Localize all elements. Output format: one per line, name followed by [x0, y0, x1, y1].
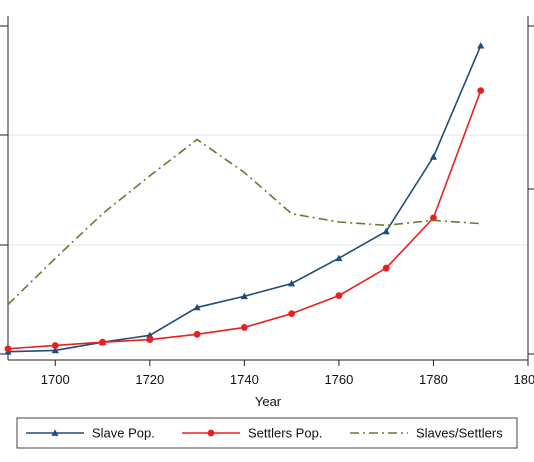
- x-tick-label: 1780: [419, 372, 448, 387]
- settlers-pop-point: [146, 336, 154, 343]
- x-tick-label: 1720: [135, 372, 164, 387]
- slave-pop-point: [193, 303, 201, 311]
- slave-pop-point: [477, 42, 485, 49]
- x-axis-title: Year: [255, 394, 282, 409]
- settlers-pop-point: [99, 338, 106, 346]
- settlers-pop-point: [240, 324, 248, 331]
- settlers-pop-point: [193, 330, 201, 338]
- settlers-pop-point: [51, 342, 59, 349]
- settlers-pop-point: [477, 87, 485, 95]
- x-tick-label: 1760: [324, 372, 353, 387]
- slave-pop-point: [51, 346, 59, 354]
- settlers-pop-point: [288, 310, 296, 318]
- grid-lines: [8, 134, 528, 246]
- legend-box: [16, 417, 518, 449]
- slave-pop-legend-label: Slave Pop.: [92, 426, 155, 441]
- slave-pop-point: [335, 254, 343, 262]
- x-tick-label: 1700: [41, 372, 70, 387]
- slaves-settlers-legend-label: Slaves/Settlers: [416, 426, 503, 441]
- series-group: [4, 42, 485, 355]
- settlers-pop-point: [335, 292, 343, 300]
- settlers-pop-point: [382, 264, 390, 272]
- slave-pop-point: [429, 153, 438, 160]
- settlers-pop-legend-label: Settlers Pop.: [248, 426, 322, 441]
- x-axis-ticks: 1700 1720 1740 1760 1780 1800: [41, 360, 534, 387]
- slave-pop-point: [240, 292, 248, 300]
- slave-pop-point: [146, 331, 154, 339]
- x-tick-label: 1740: [230, 372, 259, 387]
- settlers-pop-line: [7, 90, 482, 350]
- settlers-pop-legend-marker: [207, 429, 215, 437]
- legend: Slave Pop. Settlers Pop. Slaves/Settlers: [16, 417, 518, 449]
- slave-pop-line: [7, 45, 482, 353]
- slave-pop-point: [288, 279, 296, 287]
- slaves-settlers-line: [7, 138, 481, 306]
- slave-pop-legend-marker: [51, 429, 59, 436]
- settlers-pop-point: [4, 345, 12, 353]
- slave-pop-point: [382, 227, 390, 235]
- axes: [0, 16, 534, 361]
- settlers-pop-point: [430, 214, 437, 222]
- x-tick-label: 1800: [514, 372, 534, 387]
